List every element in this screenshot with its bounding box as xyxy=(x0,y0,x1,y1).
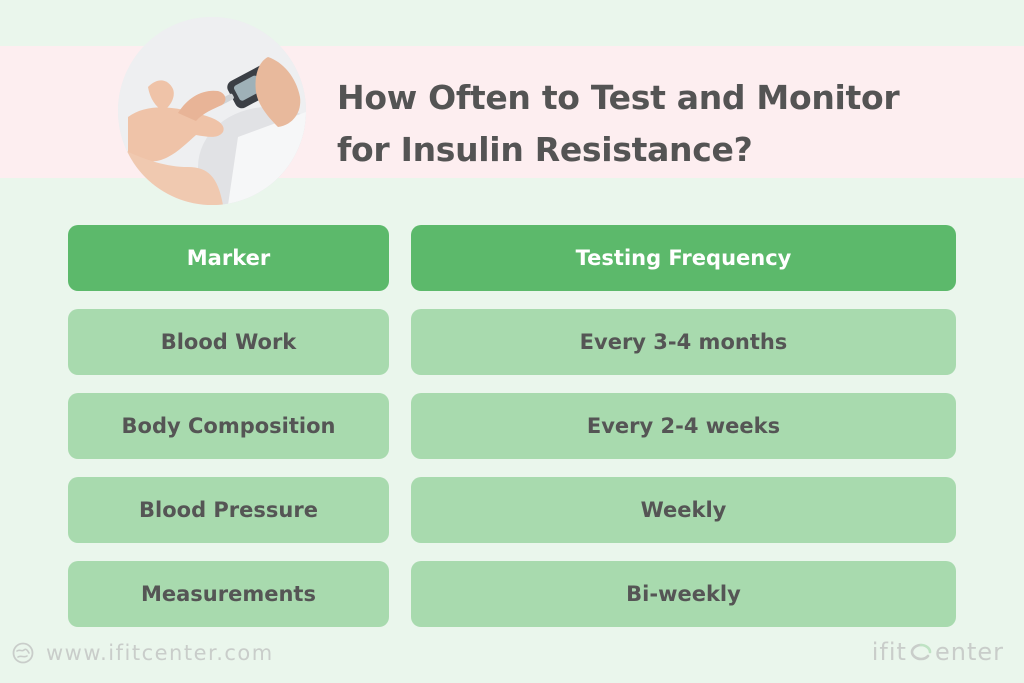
logo-text-suffix: enter xyxy=(934,638,1004,666)
frequency-cell: Weekly xyxy=(411,477,956,543)
website-url: www.ifitcenter.com xyxy=(46,641,274,665)
glucose-meter-photo-icon xyxy=(118,17,306,205)
marker-cell: Blood Work xyxy=(68,309,389,375)
glucose-test-photo xyxy=(118,17,306,205)
page-title-line-2: for Insulin Resistance? xyxy=(337,130,753,169)
page-title-line-1: How Often to Test and Monitor xyxy=(337,78,900,117)
marker-cell: Body Composition xyxy=(68,393,389,459)
frequency-cell: Bi-weekly xyxy=(411,561,956,627)
marker-cell: Measurements xyxy=(68,561,389,627)
footer-website[interactable]: www.ifitcenter.com xyxy=(12,638,274,668)
header-testing-frequency: Testing Frequency xyxy=(411,225,956,291)
frequency-cell: Every 2-4 weeks xyxy=(411,393,956,459)
marker-cell: Blood Pressure xyxy=(68,477,389,543)
ifit-logo-icon xyxy=(910,643,932,661)
page-title: How Often to Test and Monitor for Insuli… xyxy=(337,72,957,176)
globe-icon xyxy=(12,642,34,664)
header-marker: Marker xyxy=(68,225,389,291)
brand-logo: ifit enter xyxy=(872,636,1004,668)
logo-text-prefix: ifit xyxy=(871,638,907,666)
frequency-cell: Every 3-4 months xyxy=(411,309,956,375)
